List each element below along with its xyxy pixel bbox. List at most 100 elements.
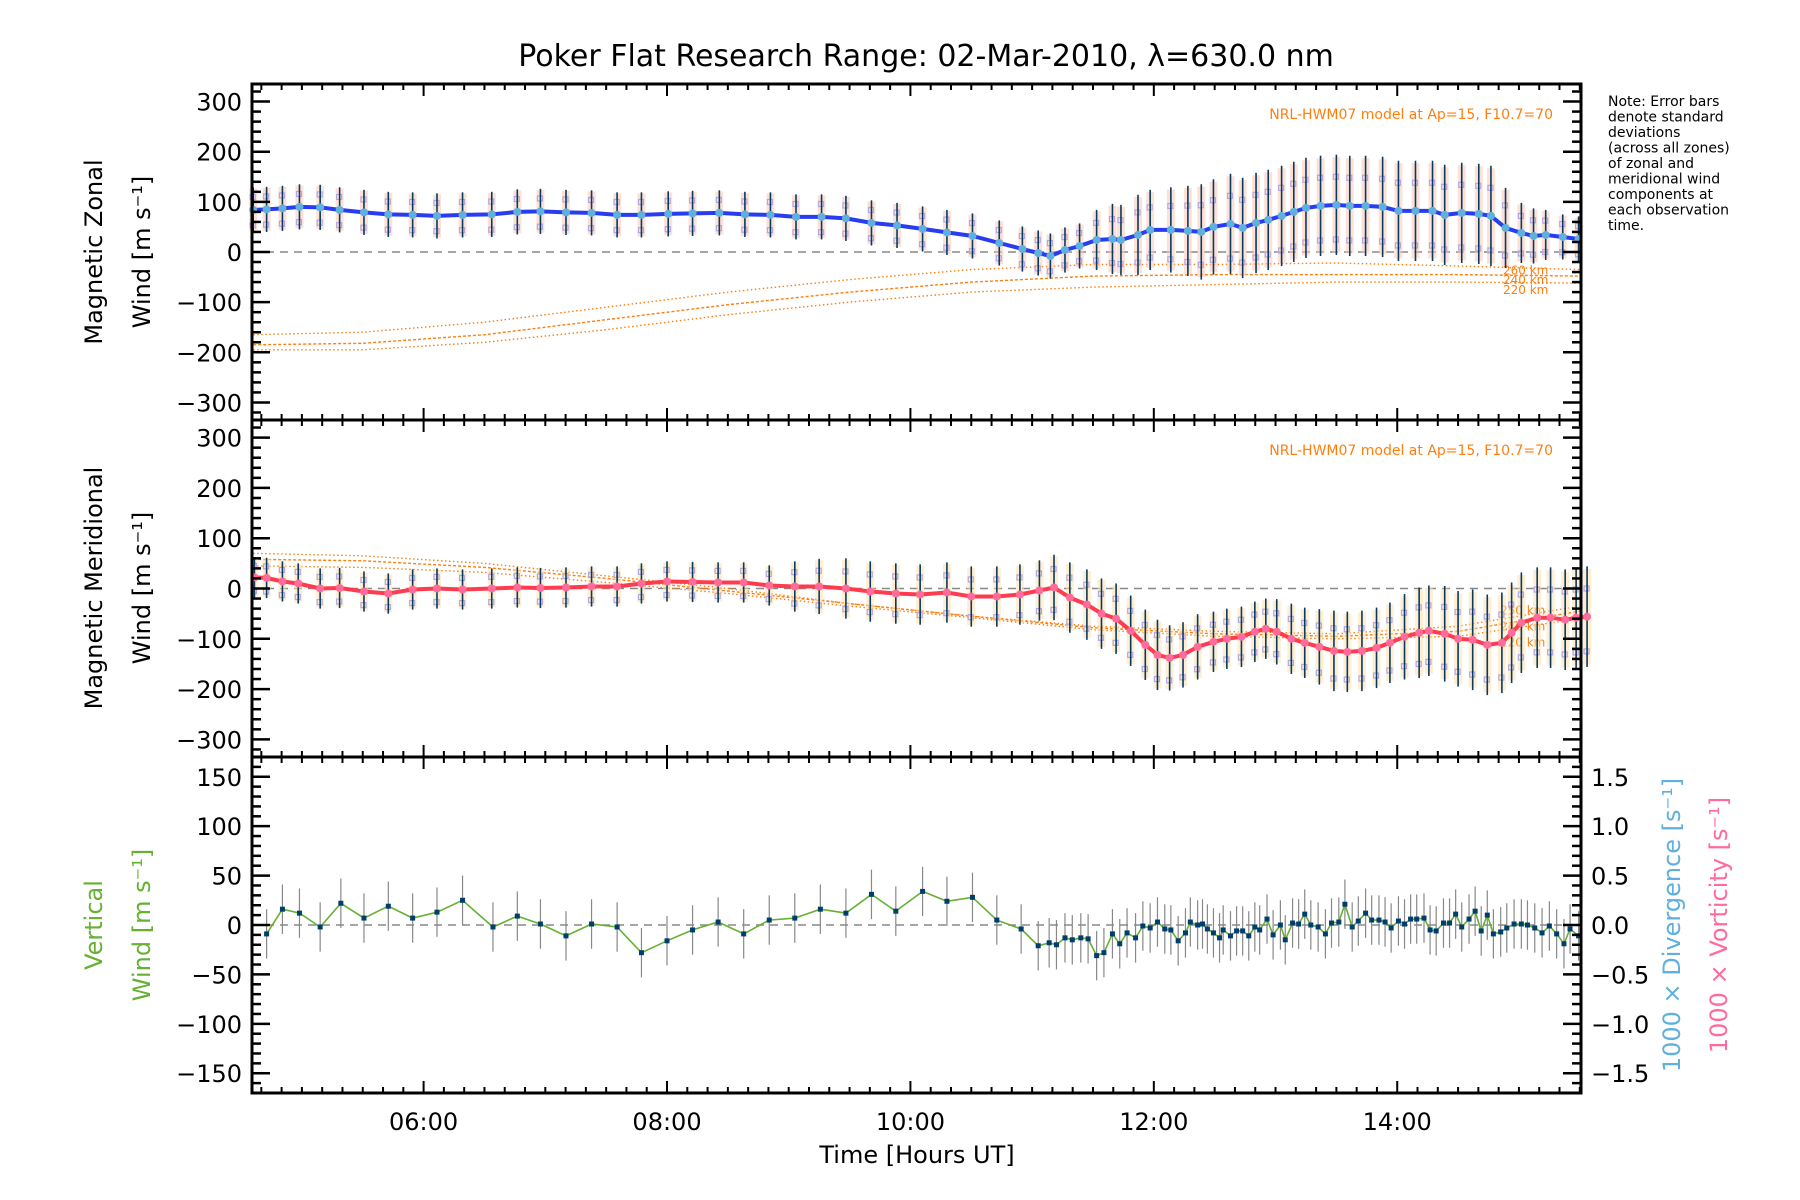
y-tick-label: −100 [176,289,242,317]
data-point [1497,638,1506,647]
data-point [1532,925,1538,931]
data-point [1082,600,1091,609]
data-point [458,585,467,594]
data-point [1459,924,1465,930]
data-point [296,910,302,916]
data-point [1141,640,1150,649]
y-tick-label: 300 [196,425,242,453]
data-point [1440,920,1446,926]
data-point [1140,923,1146,929]
data-point [1018,244,1027,253]
data-point [792,915,798,921]
data-point [1517,228,1526,237]
data-point [1355,918,1361,924]
data-point [1345,201,1354,210]
data-point [1567,926,1573,932]
divergence-ylabel: 1000 × Divergence [s⁻¹] [1658,778,1686,1072]
note-line: each observation [1608,203,1729,219]
data-point [294,579,303,588]
y-tick-label: 100 [196,189,242,217]
data-point [868,891,874,897]
data-point [1166,225,1175,234]
data-point [1226,219,1235,228]
right-ylabels: 1000 × Divergence [s⁻¹] 1000 × Vorticity… [1658,778,1733,1072]
data-point [262,205,271,214]
data-point [1343,647,1352,656]
data-point [1400,632,1409,641]
data-point [317,924,323,930]
data-point [741,931,747,937]
data-point [1197,227,1206,236]
data-point [361,915,367,921]
data-point [614,924,620,930]
x-tick-label: 10:00 [876,1108,945,1136]
data-point [432,211,441,220]
note-line: meridional wind [1608,172,1720,188]
data-point [968,231,977,240]
data-point [1264,215,1273,224]
meridional-model-label: NRL-HWM07 model at Ap=15, F10.7=70 [1269,443,1553,459]
y-tick-label: 150 [196,764,242,792]
data-point [536,583,545,592]
data-point [866,587,875,596]
y-tick-label: −100 [176,626,242,654]
data-point [1411,206,1420,215]
y-tick-label: 100 [196,813,242,841]
data-point [613,210,622,219]
data-point [765,581,774,590]
model-curve-240km [253,273,1580,346]
data-point [410,915,416,921]
data-point [1369,917,1375,923]
data-point [1440,629,1449,638]
data-point [1466,916,1472,922]
data-point [1322,931,1328,937]
data-point [1378,202,1387,211]
data-point [1015,590,1024,599]
data-point [1290,920,1296,926]
data-point [278,204,287,213]
data-point [637,210,646,219]
y2-tick-label: −1.5 [1591,1060,1649,1088]
vertical-ylabel-line2: Wind [m s⁻¹] [128,849,156,1001]
data-point [1421,915,1427,921]
data-point [920,888,926,894]
data-point [587,208,596,217]
data-point [1109,931,1115,937]
data-point [1195,922,1201,928]
data-point [1065,593,1074,602]
data-point [1474,209,1483,218]
data-point [1250,627,1259,636]
data-point [893,908,899,914]
data-point [1478,928,1484,934]
data-point [1349,924,1355,930]
data-point [1227,933,1233,939]
data-point [1094,953,1100,959]
data-point [792,212,801,221]
data-point [408,585,417,594]
data-point [1546,923,1552,929]
data-point [1217,935,1223,941]
data-point [359,587,368,596]
x-tick-label: 14:00 [1363,1108,1432,1136]
data-point [1277,211,1286,220]
data-point [1085,936,1091,942]
data-point [1146,225,1155,234]
data-point [1237,632,1246,641]
y-tick-label: 0 [227,576,242,604]
data-point [1498,929,1504,935]
data-point [1507,628,1516,637]
data-point [1427,927,1433,933]
data-point [688,577,697,586]
y-tick-label: 0 [227,912,242,940]
data-point [663,577,672,586]
data-point [1529,231,1538,240]
data-point [385,903,391,909]
altitude-label: 260 km [1503,264,1548,278]
note-line: deviations [1608,125,1680,141]
data-point [1116,235,1125,244]
data-point [841,214,850,223]
data-point [1558,232,1567,241]
data-point [1289,207,1298,216]
data-point [1252,924,1258,930]
